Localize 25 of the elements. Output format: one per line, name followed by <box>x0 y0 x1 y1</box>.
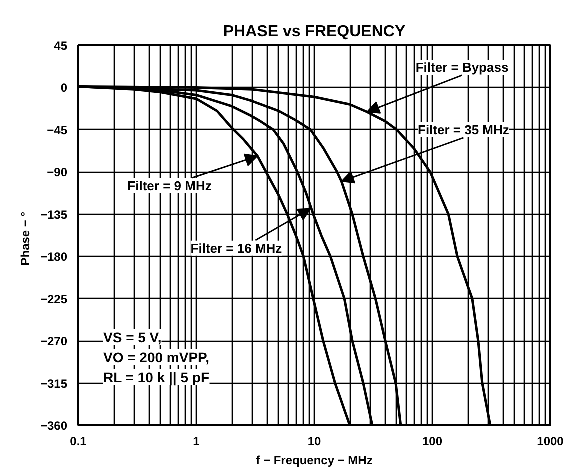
y-tick-label: −315 <box>40 376 68 391</box>
x-tick-label: 1 <box>193 434 200 448</box>
annotation: VS = 5 V, <box>104 330 162 346</box>
annotation: Filter = 35 MHz <box>418 122 510 138</box>
y-tick-label: 45 <box>54 39 68 53</box>
y-tick-label: 0 <box>60 81 68 96</box>
y-tick-label: −270 <box>40 334 68 349</box>
annotation: VO = 200 mVPP, <box>104 350 210 366</box>
y-tick-label: −90 <box>47 166 68 180</box>
y-tick-label: −45 <box>47 123 68 138</box>
x-tick-label: 1000 <box>537 434 564 448</box>
annotation: Filter = 9 MHz <box>128 178 212 194</box>
x-axis-title: f − Frequency − MHz <box>256 454 373 468</box>
annotation: Filter = 16 MHz <box>190 240 283 256</box>
x-tick-label: 10 <box>308 434 322 448</box>
annotation: RL = 10 k || 5 pF <box>104 370 210 386</box>
x-tick-label: 100 <box>422 434 443 448</box>
y-tick-label: −180 <box>40 250 68 264</box>
x-tick-label: 0.1 <box>70 434 88 448</box>
y-tick-label: −360 <box>40 419 68 433</box>
annotation: Filter = Bypass <box>416 60 509 76</box>
y-tick-label: −135 <box>40 208 68 222</box>
y-axis-title: Phase − ° <box>18 212 32 266</box>
chart-title: PHASE vs FREQUENCY <box>223 24 406 40</box>
y-tick-label: −225 <box>40 292 68 306</box>
